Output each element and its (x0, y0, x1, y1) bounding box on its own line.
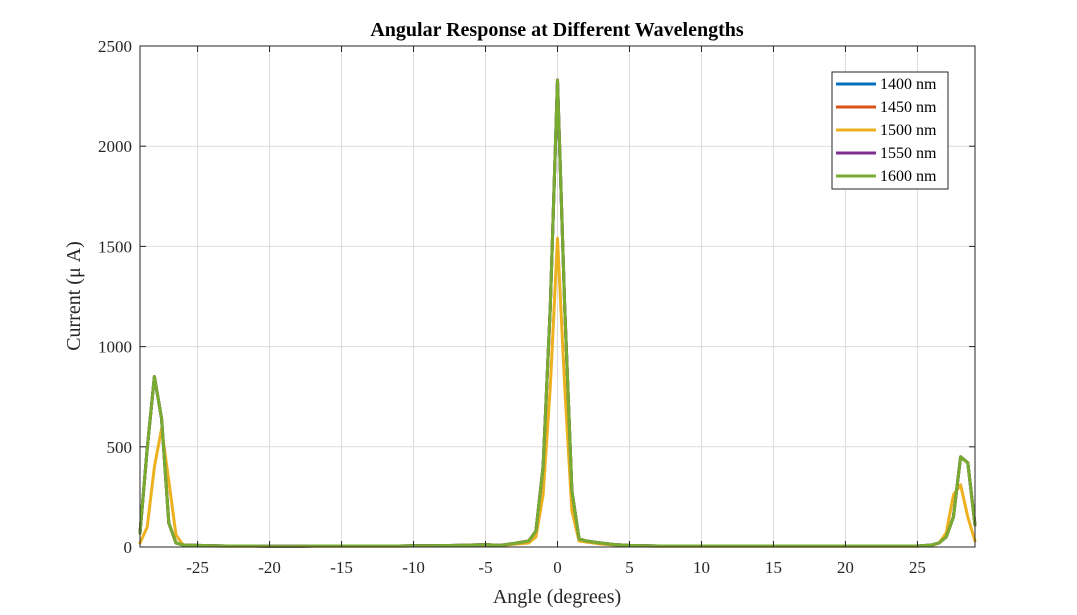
y-axis-title: Current (μ A) (63, 241, 85, 351)
x-tick-label: 0 (553, 558, 562, 577)
x-tick-label: -10 (402, 558, 425, 577)
legend-label: 1450 nm (880, 99, 937, 116)
y-tick-label: 1500 (98, 237, 132, 256)
y-tick-label: 0 (124, 538, 133, 557)
legend-label: 1500 nm (880, 122, 937, 139)
chart-title: Angular Response at Different Wavelength… (370, 19, 744, 41)
legend: 1400 nm 1450 nm 1500 nm 1550 nm 1600 nm (832, 72, 948, 189)
x-tick-label: -25 (186, 558, 209, 577)
y-tick-label: 2500 (98, 37, 132, 56)
x-tick-label: 10 (693, 558, 710, 577)
x-tick-label: -15 (330, 558, 353, 577)
x-tick-label: 25 (909, 558, 926, 577)
legend-label: 1400 nm (880, 76, 937, 93)
legend-label: 1600 nm (880, 168, 937, 185)
y-tick-label: 500 (107, 438, 133, 457)
y-tick-label: 1000 (98, 338, 132, 357)
x-tick-label: -5 (478, 558, 492, 577)
x-tick-label: 15 (765, 558, 782, 577)
x-axis-title: Angle (degrees) (493, 586, 621, 608)
legend-label: 1550 nm (880, 145, 937, 162)
x-tick-label: 5 (625, 558, 634, 577)
x-tick-label: -20 (258, 558, 281, 577)
y-tick-label: 2000 (98, 137, 132, 156)
x-tick-label: 20 (837, 558, 854, 577)
